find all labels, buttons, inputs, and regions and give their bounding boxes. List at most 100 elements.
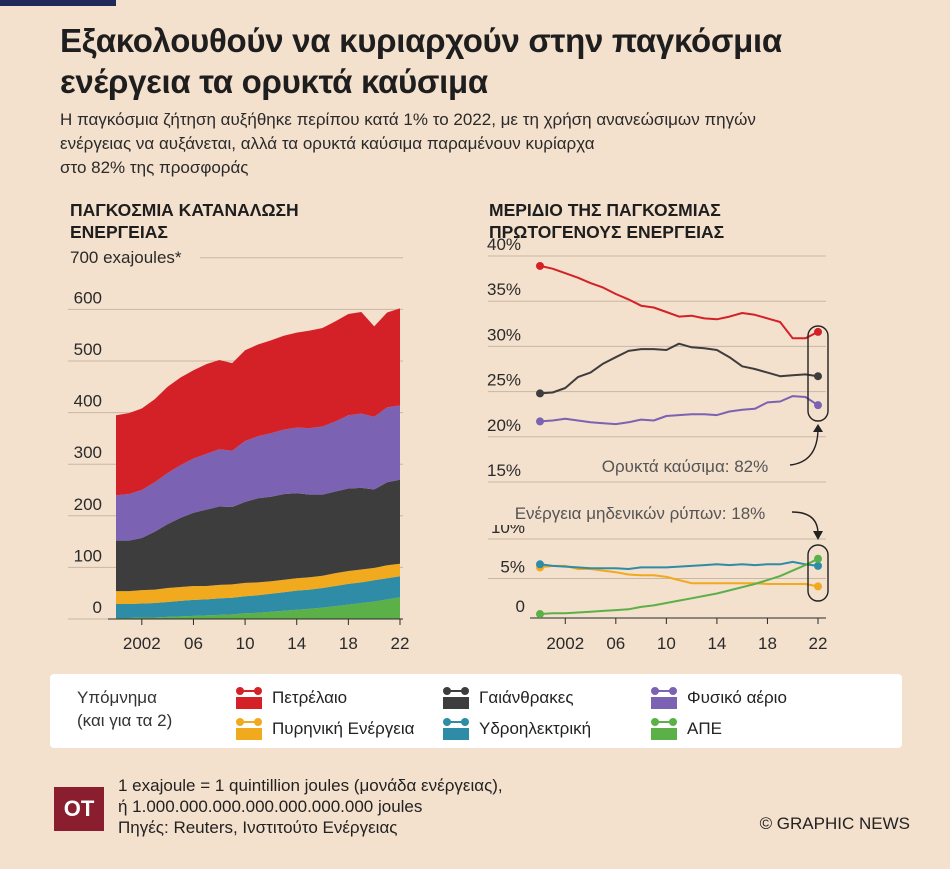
hydro-swatch-icon xyxy=(443,718,469,740)
nuclear-swatch-icon xyxy=(236,718,262,740)
x-tick-label: 2002 xyxy=(123,634,161,653)
top-accent-bar xyxy=(0,0,116,6)
x-tick-label: 2002 xyxy=(546,634,584,653)
legend-heading-line-2: (και για τα 2) xyxy=(77,711,173,730)
footnote-line-2: ή 1.000.000.000.000.000.000.000 joules xyxy=(118,797,423,816)
x-tick-label: 22 xyxy=(391,634,410,653)
fossil-label-bg xyxy=(582,452,788,478)
end-point-gas xyxy=(814,401,822,410)
y-tick-label: 400 xyxy=(74,392,102,411)
area-nuclear xyxy=(116,563,400,604)
start-point-oil xyxy=(536,261,544,270)
y-tick-label: 25% xyxy=(487,371,521,390)
area-gas xyxy=(116,405,400,541)
y-tick-label: 40% xyxy=(487,235,521,254)
y-tick-label: 200 xyxy=(74,495,102,514)
title-line-1: Εξακολουθούν να κυριαρχούν στην παγκόσμι… xyxy=(60,22,782,59)
legend-label-gas: Φυσικό αέριο xyxy=(687,688,787,707)
end-point-hydro xyxy=(814,561,822,570)
legend-label-oil: Πετρέλαιο xyxy=(272,688,348,707)
start-point-renewables xyxy=(536,610,544,619)
right-chart-title-line-2: ΠΡΩΤΟΓΕΝΟΥΣ ΕΝΕΡΓΕΙΑΣ xyxy=(489,222,725,242)
page-subtitle: Η παγκόσμια ζήτηση αυξήθηκε περίπου κατά… xyxy=(60,108,920,180)
legend-item-gas: Φυσικό αέριο xyxy=(651,686,787,710)
y-tick-label: 100 xyxy=(74,546,102,565)
y-tick-label: 30% xyxy=(487,325,521,344)
y-tick-label: 0 xyxy=(93,598,102,617)
left-chart-title: ΠΑΓΚΟΣΜΙΑ ΚΑΤΑΝΑΛΩΣΗ ΕΝΕΡΓΕΙΑΣ xyxy=(70,199,299,243)
y-tick-label: 35% xyxy=(487,280,521,299)
legend-heading: Υπόμνημα (και για τα 2) xyxy=(77,686,172,732)
end-point-oil xyxy=(814,327,822,336)
legend-label-nuclear: Πυρηνική Ενέργεια xyxy=(272,719,415,738)
footnote-line-1: 1 exajoule = 1 quintillion joules (μονάδ… xyxy=(118,776,503,795)
zero-emission-arrowhead xyxy=(813,531,823,540)
x-tick-label: 18 xyxy=(758,634,777,653)
gas-swatch-icon xyxy=(651,687,677,709)
energy-share-line-chart: 15%20%25%30%35%40%05%10%2002 06 10 14 18 22Ορ… xyxy=(487,235,829,653)
start-point-gas xyxy=(536,417,544,426)
legend-label-coal: Γαιάνθρακες xyxy=(479,688,574,707)
right-chart-title: ΜΕΡΙΔΙΟ ΤΗΣ ΠΑΓΚΟΣΜΙΑΣ ΠΡΩΤΟΓΕΝΟΥΣ ΕΝΕΡΓ… xyxy=(489,199,724,243)
zero-emission-highlight-capsule xyxy=(807,544,829,602)
area-hydro xyxy=(116,576,400,618)
y-tick-label: 0 xyxy=(516,597,525,616)
x-tick-label: 10 xyxy=(236,634,255,653)
fossil-arrowhead xyxy=(813,424,823,432)
y-tick-label: 5% xyxy=(500,558,525,577)
legend-item-oil: Πετρέλαιο xyxy=(236,686,347,710)
line-hydro xyxy=(539,560,819,570)
zero-emission-label-bg xyxy=(492,499,790,525)
credit: © GRAPHIC NEWS xyxy=(759,814,910,833)
x-tick-label: 14 xyxy=(287,634,306,653)
legend-heading-line-1: Υπόμνημα xyxy=(77,688,157,707)
renewables-swatch-icon xyxy=(651,718,677,740)
line-renewables xyxy=(539,557,819,615)
end-point-nuclear xyxy=(814,582,822,591)
y-tick-label: 600 xyxy=(74,288,102,307)
coal-swatch-icon xyxy=(443,687,469,709)
line-nuclear xyxy=(539,564,819,588)
fossil-label: Ορυκτά καύσιμα: 82% xyxy=(602,457,769,476)
page-title: Εξακολουθούν να κυριαρχούν στην παγκόσμι… xyxy=(60,20,920,102)
logo-text: ΟΤ xyxy=(63,796,95,821)
legend-item-renewables: ΑΠΕ xyxy=(651,717,722,741)
y-tick-label: 20% xyxy=(487,416,521,435)
oil-swatch-icon xyxy=(236,687,262,709)
subtitle-line-3: στο 82% της προσφοράς xyxy=(60,158,249,177)
area-coal xyxy=(116,479,400,592)
end-point-renewables xyxy=(814,554,822,563)
y-tick-label: 15% xyxy=(487,461,521,480)
x-tick-label: 14 xyxy=(707,634,726,653)
line-coal xyxy=(539,342,819,395)
y-tick-label: 300 xyxy=(74,443,102,462)
left-chart-title-line-2: ΕΝΕΡΓΕΙΑΣ xyxy=(70,222,168,242)
title-line-2: ενέργεια τα ορυκτά καύσιμα xyxy=(60,63,488,100)
area-oil xyxy=(116,308,400,496)
legend-item-coal: Γαιάνθρακες xyxy=(443,686,574,710)
start-point-hydro xyxy=(536,560,544,569)
fossil-highlight-capsule xyxy=(807,325,829,422)
x-tick-label: 22 xyxy=(809,634,828,653)
x-tick-label: 06 xyxy=(184,634,203,653)
line-gas xyxy=(539,395,819,426)
x-tick-label: 10 xyxy=(657,634,676,653)
left-chart-title-line-1: ΠΑΓΚΟΣΜΙΑ ΚΑΤΑΝΑΛΩΣΗ xyxy=(70,200,299,220)
zero-emission-arrow xyxy=(791,511,819,535)
subtitle-line-1: Η παγκόσμια ζήτηση αυξήθηκε περίπου κατά… xyxy=(60,110,756,129)
y-tick-label: 500 xyxy=(74,340,102,359)
legend-label-renewables: ΑΠΕ xyxy=(687,719,722,738)
start-point-coal xyxy=(536,389,544,398)
legend-label-hydro: Υδροηλεκτρική xyxy=(479,719,592,738)
legend-item-nuclear: Πυρηνική Ενέργεια xyxy=(236,717,414,741)
footnote: 1 exajoule = 1 quintillion joules (μονάδ… xyxy=(118,775,503,838)
fossil-arrow xyxy=(789,427,819,466)
line-oil xyxy=(539,264,819,340)
legend: Υπόμνημα (και για τα 2) Πετρέλαιο Γαιάνθρ… xyxy=(50,674,902,748)
end-point-coal xyxy=(814,372,822,381)
left-unit-label: 700 exajoules* xyxy=(70,248,182,267)
ot-logo: ΟΤ xyxy=(54,787,104,831)
subtitle-line-2: ενέργειας να αυξάνεται, αλλά τα ορυκτά κ… xyxy=(60,134,595,153)
footnote-sources: Πηγές: Reuters, Ινστιτούτο Ενέργειας xyxy=(118,818,398,837)
